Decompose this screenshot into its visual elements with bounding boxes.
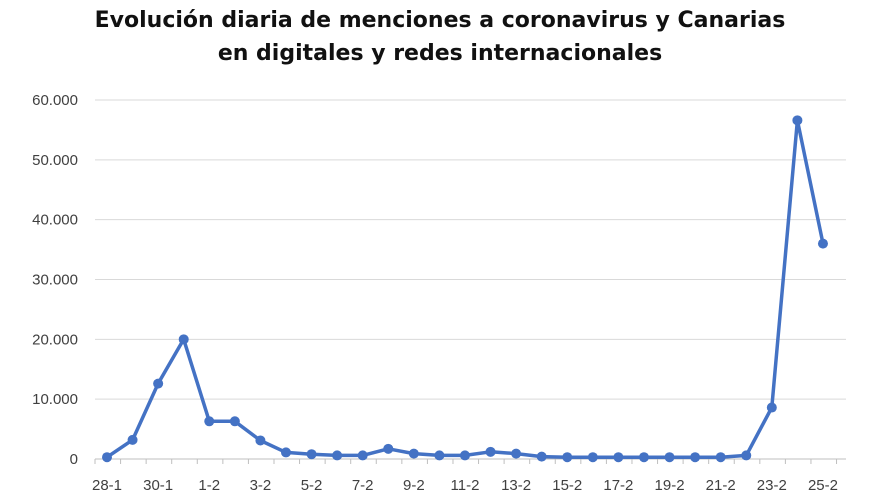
- data-point: [178, 334, 189, 345]
- y-tick-label: 20.000: [32, 331, 78, 348]
- x-tick-label: 7-2: [352, 477, 374, 494]
- x-tick-label: 11-2: [451, 477, 480, 494]
- x-tick-label: 3-2: [250, 477, 272, 494]
- data-point: [638, 452, 649, 463]
- x-tick-label: 30-1: [143, 477, 173, 494]
- data-point: [357, 450, 368, 461]
- x-tick-label: 19-2: [655, 477, 685, 494]
- data-point: [434, 450, 445, 461]
- series-line: [105, 118, 825, 459]
- data-point: [153, 378, 164, 389]
- data-point: [664, 452, 675, 463]
- x-tick-label: 28-1: [92, 477, 122, 494]
- data-point: [229, 416, 240, 427]
- data-point: [792, 115, 803, 126]
- data-point: [459, 450, 470, 461]
- x-tick-label: 17-2: [603, 477, 633, 494]
- data-point: [817, 238, 828, 249]
- data-point: [306, 449, 317, 460]
- x-tick-label: 15-2: [552, 477, 582, 494]
- series-group: [102, 115, 828, 463]
- x-tick-label: 13-2: [501, 477, 531, 494]
- data-point: [383, 443, 394, 454]
- data-point: [511, 448, 522, 459]
- x-tick-label: 25-2: [808, 477, 838, 494]
- x-tick-label: 5-2: [301, 477, 323, 494]
- y-tick-label: 0: [70, 451, 78, 468]
- data-point: [204, 416, 215, 427]
- data-point: [332, 450, 343, 461]
- data-point: [127, 434, 138, 445]
- data-point: [613, 452, 624, 463]
- y-axis-labels: 0 10.000 20.000 30.000 40.000 50.000 60.000: [32, 92, 78, 468]
- data-point: [766, 402, 777, 413]
- data-point: [102, 452, 112, 463]
- x-tick-label: 23-2: [757, 477, 787, 494]
- chart-title: Evolución diaria de menciones a coronavi…: [0, 4, 880, 70]
- y-tick-label: 10.000: [32, 391, 78, 408]
- y-tick-label: 40.000: [32, 212, 78, 229]
- data-point: [715, 452, 726, 463]
- data-point: [741, 450, 752, 461]
- x-tick-label: 21-2: [706, 477, 736, 494]
- data-point: [255, 435, 266, 446]
- data-point: [587, 452, 598, 463]
- y-tick-label: 60.000: [32, 92, 78, 109]
- y-tick-label: 30.000: [32, 272, 78, 289]
- x-tick-label: 9-2: [403, 477, 425, 494]
- x-tick-label: 1-2: [198, 477, 220, 494]
- gridlines: [95, 99, 846, 460]
- chart-title-line-2: en digitales y redes internacionales: [217, 41, 663, 66]
- data-point: [536, 451, 547, 462]
- data-point: [690, 452, 701, 463]
- data-point: [485, 446, 496, 457]
- data-point: [562, 452, 573, 463]
- x-axis-labels: 28-1 30-1 1-2 3-2 5-2 7-2 9-2 11-2 13-2 15-2 17-2 1…: [92, 459, 838, 494]
- chart-title-line-1: Evolución diaria de menciones a coronavi…: [94, 8, 786, 33]
- y-tick-label: 50.000: [32, 152, 78, 169]
- data-point: [408, 448, 419, 459]
- data-point: [280, 447, 291, 458]
